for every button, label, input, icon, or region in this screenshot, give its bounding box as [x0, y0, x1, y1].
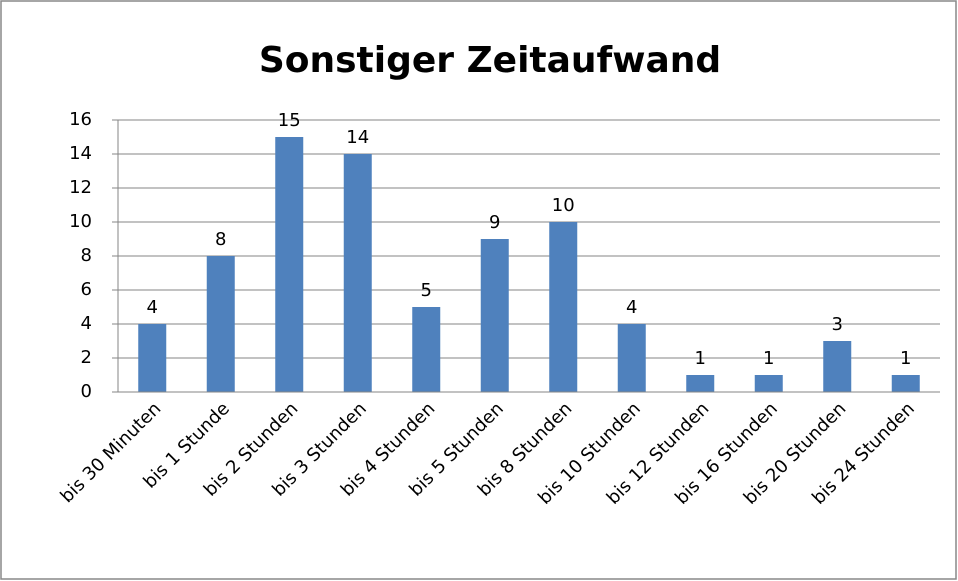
bar	[275, 137, 304, 392]
bar	[480, 239, 509, 392]
data-label: 1	[763, 348, 774, 369]
data-label: 8	[215, 229, 226, 250]
y-tick-label: 2	[81, 347, 92, 368]
bar	[138, 324, 167, 392]
bar	[823, 341, 852, 392]
data-label: 5	[421, 280, 432, 301]
data-label: 3	[832, 314, 843, 335]
y-tick-label: 6	[81, 279, 92, 300]
bar	[343, 154, 372, 392]
bar	[549, 222, 578, 392]
bar	[206, 256, 235, 392]
data-label: 4	[626, 297, 637, 318]
y-tick-label: 10	[69, 211, 92, 232]
bar	[617, 324, 646, 392]
data-label: 1	[695, 348, 706, 369]
data-label: 14	[346, 127, 369, 148]
data-label: 4	[147, 297, 158, 318]
bar	[754, 375, 783, 392]
y-tick-label: 8	[81, 245, 92, 266]
chart-title: Sonstiger Zeitaufwand	[259, 40, 721, 81]
data-label: 15	[278, 110, 301, 131]
data-label: 1	[900, 348, 911, 369]
y-tick-label: 0	[81, 381, 92, 402]
y-tick-label: 16	[69, 109, 92, 130]
y-tick-label: 14	[69, 143, 92, 164]
bar	[686, 375, 715, 392]
data-label: 9	[489, 212, 500, 233]
bar	[412, 307, 441, 392]
bar	[891, 375, 920, 392]
y-tick-label: 4	[81, 313, 92, 334]
data-label: 10	[552, 195, 575, 216]
y-tick-label: 12	[69, 177, 92, 198]
